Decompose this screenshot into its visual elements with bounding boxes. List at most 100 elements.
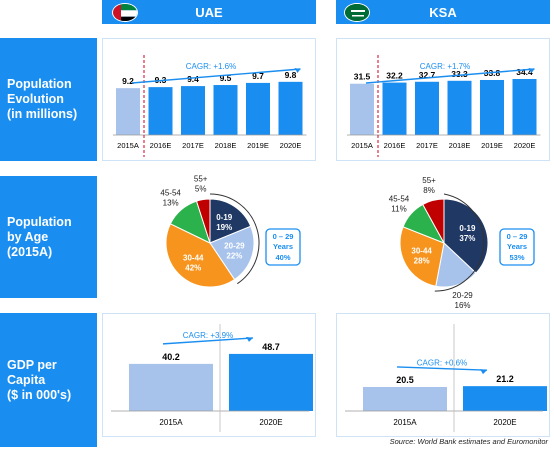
pie-value-30-44: 42% — [185, 263, 201, 272]
bar-2017E — [415, 81, 439, 135]
tick-label-2017E: 2017E — [416, 141, 438, 150]
bar-2020E — [512, 79, 537, 135]
tick-label-2019E: 2019E — [481, 141, 503, 150]
cagr-arrowhead — [528, 68, 535, 73]
uae-title: UAE — [195, 4, 223, 20]
pie-label-0-19: 0-19 — [216, 213, 233, 222]
value-label-2015A: 40.2 — [162, 352, 180, 362]
uae-flag-icon — [112, 3, 138, 22]
bar-2020E — [229, 353, 313, 411]
pie-label-45-54: 45-54 — [389, 194, 410, 203]
bar-2015A — [116, 88, 140, 135]
value-label-2020E: 48.7 — [262, 342, 280, 352]
value-label-2017E: 32.7 — [419, 70, 436, 80]
pie-slice-0-19 — [209, 198, 252, 244]
ksa-title: KSA — [429, 4, 457, 20]
tick-label-2019E: 2019E — [247, 141, 269, 150]
pie-value-20-29: 16% — [455, 301, 471, 310]
cagr-arrow — [131, 68, 301, 84]
bar-2018E — [447, 80, 472, 135]
callout-label-line1: 0 – 29 — [507, 232, 528, 241]
tick-label-2016E: 2016E — [150, 141, 172, 150]
cagr-arrowhead — [246, 336, 253, 342]
pie-value-0-19: 19% — [216, 223, 232, 232]
pie-slice-30-44 — [165, 223, 236, 288]
pie-value-45-54: 11% — [391, 204, 406, 213]
pie-label-55+: 55+ — [194, 175, 208, 184]
tick-label-2018E: 2018E — [449, 141, 471, 150]
tick-label-2015A: 2015A — [117, 141, 139, 150]
ksa-gdp-panel: 20.5 2015A 21.2 2020E CAGR: +0.6% — [336, 313, 550, 437]
tick-label-2016E: 2016E — [384, 141, 406, 150]
age-bracket-arc — [434, 193, 485, 292]
age-bracket-arc — [209, 193, 260, 285]
tick-label-2015A: 2015A — [159, 418, 183, 427]
value-label-2017E: 9.4 — [187, 74, 199, 84]
tick-label-2015A: 2015A — [351, 141, 373, 150]
callout-value: 40% — [275, 253, 290, 262]
ksa-population-chart: 31.52015A32.22016E32.72017E33.32018E33.8… — [347, 55, 541, 157]
callout-box — [265, 228, 301, 266]
pie-label-20-29: 20-29 — [224, 241, 245, 250]
bar-2016E — [148, 87, 173, 135]
pie-slice-20-29 — [209, 225, 255, 281]
uae-column-header: UAE — [102, 0, 316, 24]
pie-group — [165, 198, 255, 288]
pie-value-45-54: 13% — [163, 199, 179, 208]
tick-label-2020E: 2020E — [259, 418, 282, 427]
tick-label-2017E: 2017E — [182, 141, 204, 150]
ksa-gdp-chart: 20.5 2015A 21.2 2020E CAGR: +0.6% — [345, 324, 547, 432]
bar-2020E — [278, 81, 303, 135]
source-note: Source: World Bank estimates and Euromon… — [389, 437, 548, 446]
value-label-2020E: 21.2 — [496, 374, 514, 384]
pie-value-0-19: 37% — [459, 234, 475, 243]
cagr-arrowhead — [294, 68, 301, 73]
uae-population-chart: 9.22015A9.32016E9.42017E9.52018E9.72019E… — [113, 55, 307, 157]
bar-2020E — [463, 386, 547, 411]
uae-gdp-panel: 40.2 2015A 48.7 2020E CAGR: +3.9% — [102, 313, 316, 437]
value-label-2020E: 9.8 — [285, 70, 297, 80]
callout-label-line2: Years — [273, 242, 293, 251]
uae-population-panel: 9.2 2015A 9.3 2016E 9.4 2017E 9.5 2018E 9.7 2019E… — [102, 38, 316, 161]
cagr-arrowhead — [480, 369, 487, 375]
pie-label-30-44: 30-44 — [183, 253, 204, 262]
pie-slice-20-29 — [435, 242, 477, 288]
bar-2017E — [181, 86, 205, 135]
bar-2015A — [363, 386, 447, 411]
cagr-label: CAGR: +1.7% — [420, 62, 470, 71]
row-label-gdp: GDP per Capita ($ in 000's) — [0, 313, 97, 447]
value-label-2018E: 9.5 — [220, 73, 232, 83]
ksa-column-header: KSA — [336, 0, 550, 24]
pie-label-45-54: 45-54 — [160, 189, 181, 198]
ksa-population-panel: 31.5 2015A 32.2 2016E 32.7 2017E 33.3 2018E 33.8… — [336, 38, 550, 161]
cagr-arrow — [162, 337, 254, 345]
value-label-2018E: 33.3 — [451, 69, 468, 79]
value-label-2019E: 9.7 — [252, 71, 264, 81]
pie-value-55+: 5% — [195, 185, 207, 194]
row-label-age: Population by Age (2015A) — [0, 176, 97, 298]
tick-label-2015A: 2015A — [393, 418, 417, 427]
value-label-2020E: 34.4 — [516, 67, 533, 77]
pie-value-55+: 8% — [423, 186, 435, 195]
callout-label-line2: Years — [507, 242, 527, 251]
uae-gdp-chart: 40.2 2015A 48.7 2020E CAGR: +3.9% — [111, 324, 313, 432]
row-label-population: Population Evolution (in millions) — [0, 38, 97, 161]
ksa-age-panel: 0-19 37% 20-29 16% 30-44 28% 45-54 11% 55+ 8% 0 – … — [336, 176, 550, 310]
bar-2019E — [246, 82, 270, 135]
bar-2015A — [350, 83, 374, 135]
value-label-2016E: 32.2 — [386, 71, 403, 81]
pie-label-0-19: 0-19 — [459, 224, 476, 233]
pie-value-20-29: 22% — [226, 251, 242, 260]
cagr-label: CAGR: +1.6% — [186, 62, 236, 71]
tick-label-2018E: 2018E — [215, 141, 237, 150]
cagr-label: CAGR: +3.9% — [183, 331, 233, 340]
cagr-arrow — [396, 366, 488, 371]
value-label-2015A: 9.2 — [122, 76, 134, 86]
pie-label-30-44: 30-44 — [411, 246, 432, 255]
bar-2015A — [129, 363, 213, 411]
value-label-2015A: 20.5 — [396, 375, 414, 385]
pie-label-55+: 55+ — [422, 176, 436, 185]
uae-age-panel: 0-19 19% 20-29 22% 30-44 42% 45-54 13% 55+ 5% 0 – … — [102, 175, 316, 298]
